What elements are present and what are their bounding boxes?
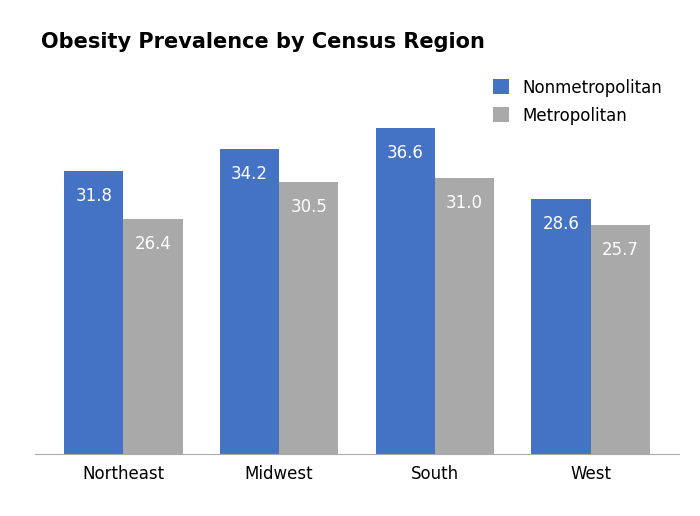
Text: Obesity Prevalence by Census Region: Obesity Prevalence by Census Region (41, 32, 485, 52)
Bar (531, 199, 591, 454)
Text: 28.6: 28.6 (542, 215, 580, 233)
Bar (64, 171, 123, 454)
Bar (279, 182, 338, 454)
Text: 30.5: 30.5 (290, 198, 327, 216)
Text: 31.8: 31.8 (76, 187, 113, 205)
Text: 31.0: 31.0 (446, 194, 483, 212)
Text: 25.7: 25.7 (602, 241, 638, 259)
Text: 36.6: 36.6 (387, 144, 424, 162)
Bar (376, 128, 435, 454)
Text: 34.2: 34.2 (231, 165, 268, 183)
Bar (591, 225, 650, 454)
Bar (123, 219, 183, 454)
Bar (435, 178, 494, 454)
Legend: Nonmetropolitan, Metropolitan: Nonmetropolitan, Metropolitan (484, 70, 671, 133)
Bar (220, 149, 279, 454)
Text: 26.4: 26.4 (134, 235, 172, 253)
